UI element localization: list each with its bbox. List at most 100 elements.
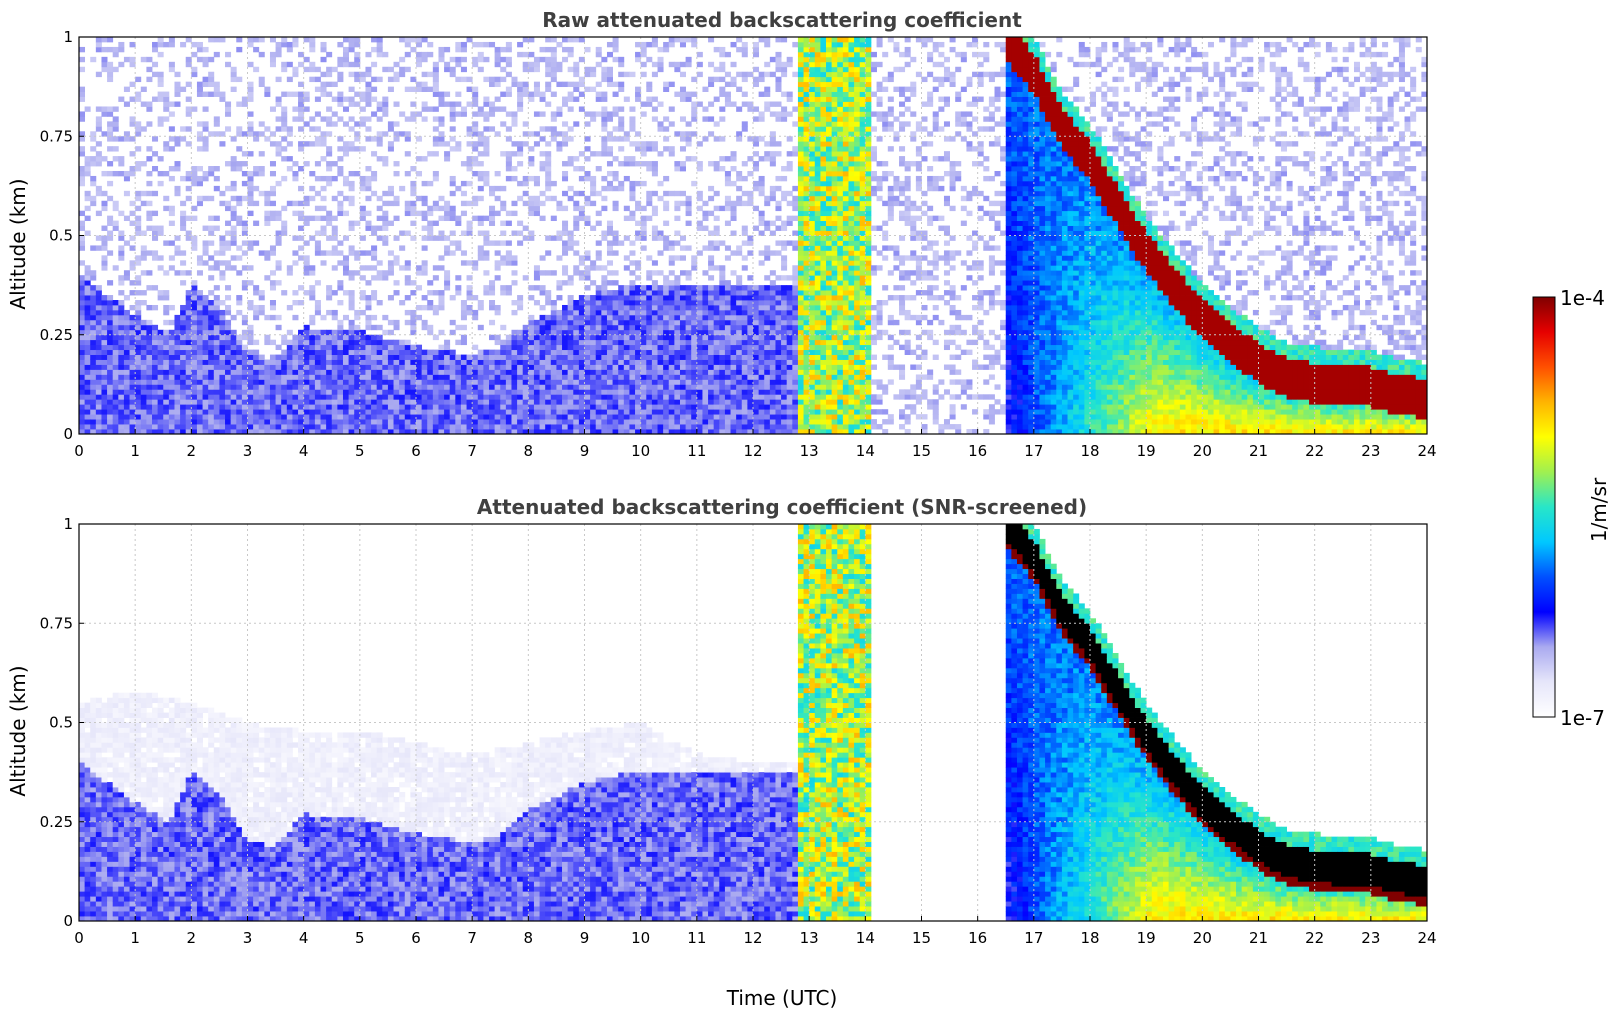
heatmap-cell xyxy=(494,419,501,425)
heatmap-cell xyxy=(444,339,451,346)
heatmap-cell xyxy=(348,71,355,78)
heatmap-cell xyxy=(275,260,282,266)
heatmap-cell xyxy=(494,56,501,63)
heatmap-cell xyxy=(129,245,136,251)
heatmap-cell xyxy=(202,369,209,375)
heatmap-cell xyxy=(489,300,496,306)
heatmap-cell xyxy=(696,71,703,78)
heatmap-cell xyxy=(101,374,108,380)
heatmap-cell xyxy=(455,339,462,346)
heatmap-cell xyxy=(635,329,642,336)
heatmap-cell xyxy=(196,324,203,331)
heatmap-cell xyxy=(258,151,265,157)
heatmap-cell xyxy=(269,364,276,370)
heatmap-cell xyxy=(202,379,209,385)
heatmap-cell xyxy=(253,290,260,296)
heatmap-cell xyxy=(601,394,608,400)
heatmap-cell xyxy=(258,424,265,430)
heatmap-cell xyxy=(152,384,159,390)
heatmap-cell xyxy=(230,166,237,172)
heatmap-cell xyxy=(466,156,473,162)
heatmap-cell xyxy=(298,344,305,351)
heatmap-cell xyxy=(365,96,372,102)
heatmap-cell xyxy=(112,404,119,410)
heatmap-cell xyxy=(578,399,585,405)
heatmap-cell xyxy=(679,41,686,48)
heatmap-cell xyxy=(494,394,501,400)
heatmap-cell xyxy=(387,359,394,365)
heatmap-cell xyxy=(719,136,726,142)
heatmap-cell xyxy=(444,200,451,207)
heatmap-cell xyxy=(185,369,192,375)
heatmap-cell xyxy=(640,161,647,167)
heatmap-cell xyxy=(152,359,159,365)
heatmap-cell xyxy=(303,195,310,202)
heatmap-cell xyxy=(444,399,451,405)
heatmap-cell xyxy=(590,86,597,92)
heatmap-cell xyxy=(651,344,658,351)
heatmap-cell xyxy=(623,394,630,400)
heatmap-cell xyxy=(685,349,692,355)
heatmap-cell xyxy=(539,324,546,331)
heatmap-cell xyxy=(674,354,681,360)
heatmap-cell xyxy=(545,349,552,355)
heatmap-cell xyxy=(724,379,731,385)
heatmap-cell xyxy=(90,329,97,336)
heatmap-cell xyxy=(460,304,467,311)
heatmap-cell xyxy=(359,389,366,395)
heatmap-cell xyxy=(157,389,164,395)
heatmap-cell xyxy=(562,101,569,107)
heatmap-cell xyxy=(365,359,372,365)
heatmap-cell xyxy=(635,161,642,167)
heatmap-cell xyxy=(219,344,226,351)
heatmap-cell xyxy=(95,290,102,296)
heatmap-cell xyxy=(724,245,731,251)
heatmap-cell xyxy=(213,309,220,316)
heatmap-cell xyxy=(269,280,276,286)
heatmap-cell xyxy=(612,329,619,336)
heatmap-cell xyxy=(562,369,569,375)
heatmap-cell xyxy=(685,319,692,326)
heatmap-cell xyxy=(342,270,349,276)
heatmap-cell xyxy=(460,190,467,197)
heatmap-cell xyxy=(236,354,243,360)
heatmap-cell xyxy=(724,71,731,78)
heatmap-cell xyxy=(562,309,569,316)
heatmap-cell xyxy=(505,61,512,68)
heatmap-cell xyxy=(404,384,411,390)
heatmap-cell xyxy=(342,37,349,43)
heatmap-cell xyxy=(719,319,726,326)
heatmap-cell xyxy=(612,136,619,142)
heatmap-cell xyxy=(567,409,574,415)
heatmap-cell xyxy=(382,220,389,226)
heatmap-cell xyxy=(185,126,192,132)
heatmap-cell xyxy=(472,409,479,415)
heatmap-cell xyxy=(578,314,585,321)
heatmap-cell xyxy=(466,309,473,316)
heatmap-cell xyxy=(679,364,686,370)
heatmap-cell xyxy=(601,141,608,147)
heatmap-cell xyxy=(331,424,338,430)
heatmap-cell xyxy=(219,324,226,331)
heatmap-cell xyxy=(382,66,389,73)
heatmap-cell xyxy=(399,37,406,43)
heatmap-cell xyxy=(365,364,372,370)
heatmap-cell xyxy=(567,334,574,341)
heatmap-cell xyxy=(365,399,372,405)
heatmap-cell xyxy=(326,290,333,296)
heatmap-cell xyxy=(95,384,102,390)
heatmap-cell xyxy=(612,384,619,390)
heatmap-cell xyxy=(213,389,220,395)
heatmap-cell xyxy=(556,414,563,420)
heatmap-cell xyxy=(185,354,192,360)
heatmap-cell xyxy=(101,399,108,405)
heatmap-cell xyxy=(342,374,349,380)
heatmap-cell xyxy=(298,141,305,147)
heatmap-cell xyxy=(269,414,276,420)
heatmap-cell xyxy=(494,250,501,256)
heatmap-cell xyxy=(590,429,597,435)
heatmap-cell xyxy=(185,424,192,430)
heatmap-cell xyxy=(298,364,305,370)
heatmap-cell xyxy=(612,235,619,241)
heatmap-cell xyxy=(696,409,703,415)
